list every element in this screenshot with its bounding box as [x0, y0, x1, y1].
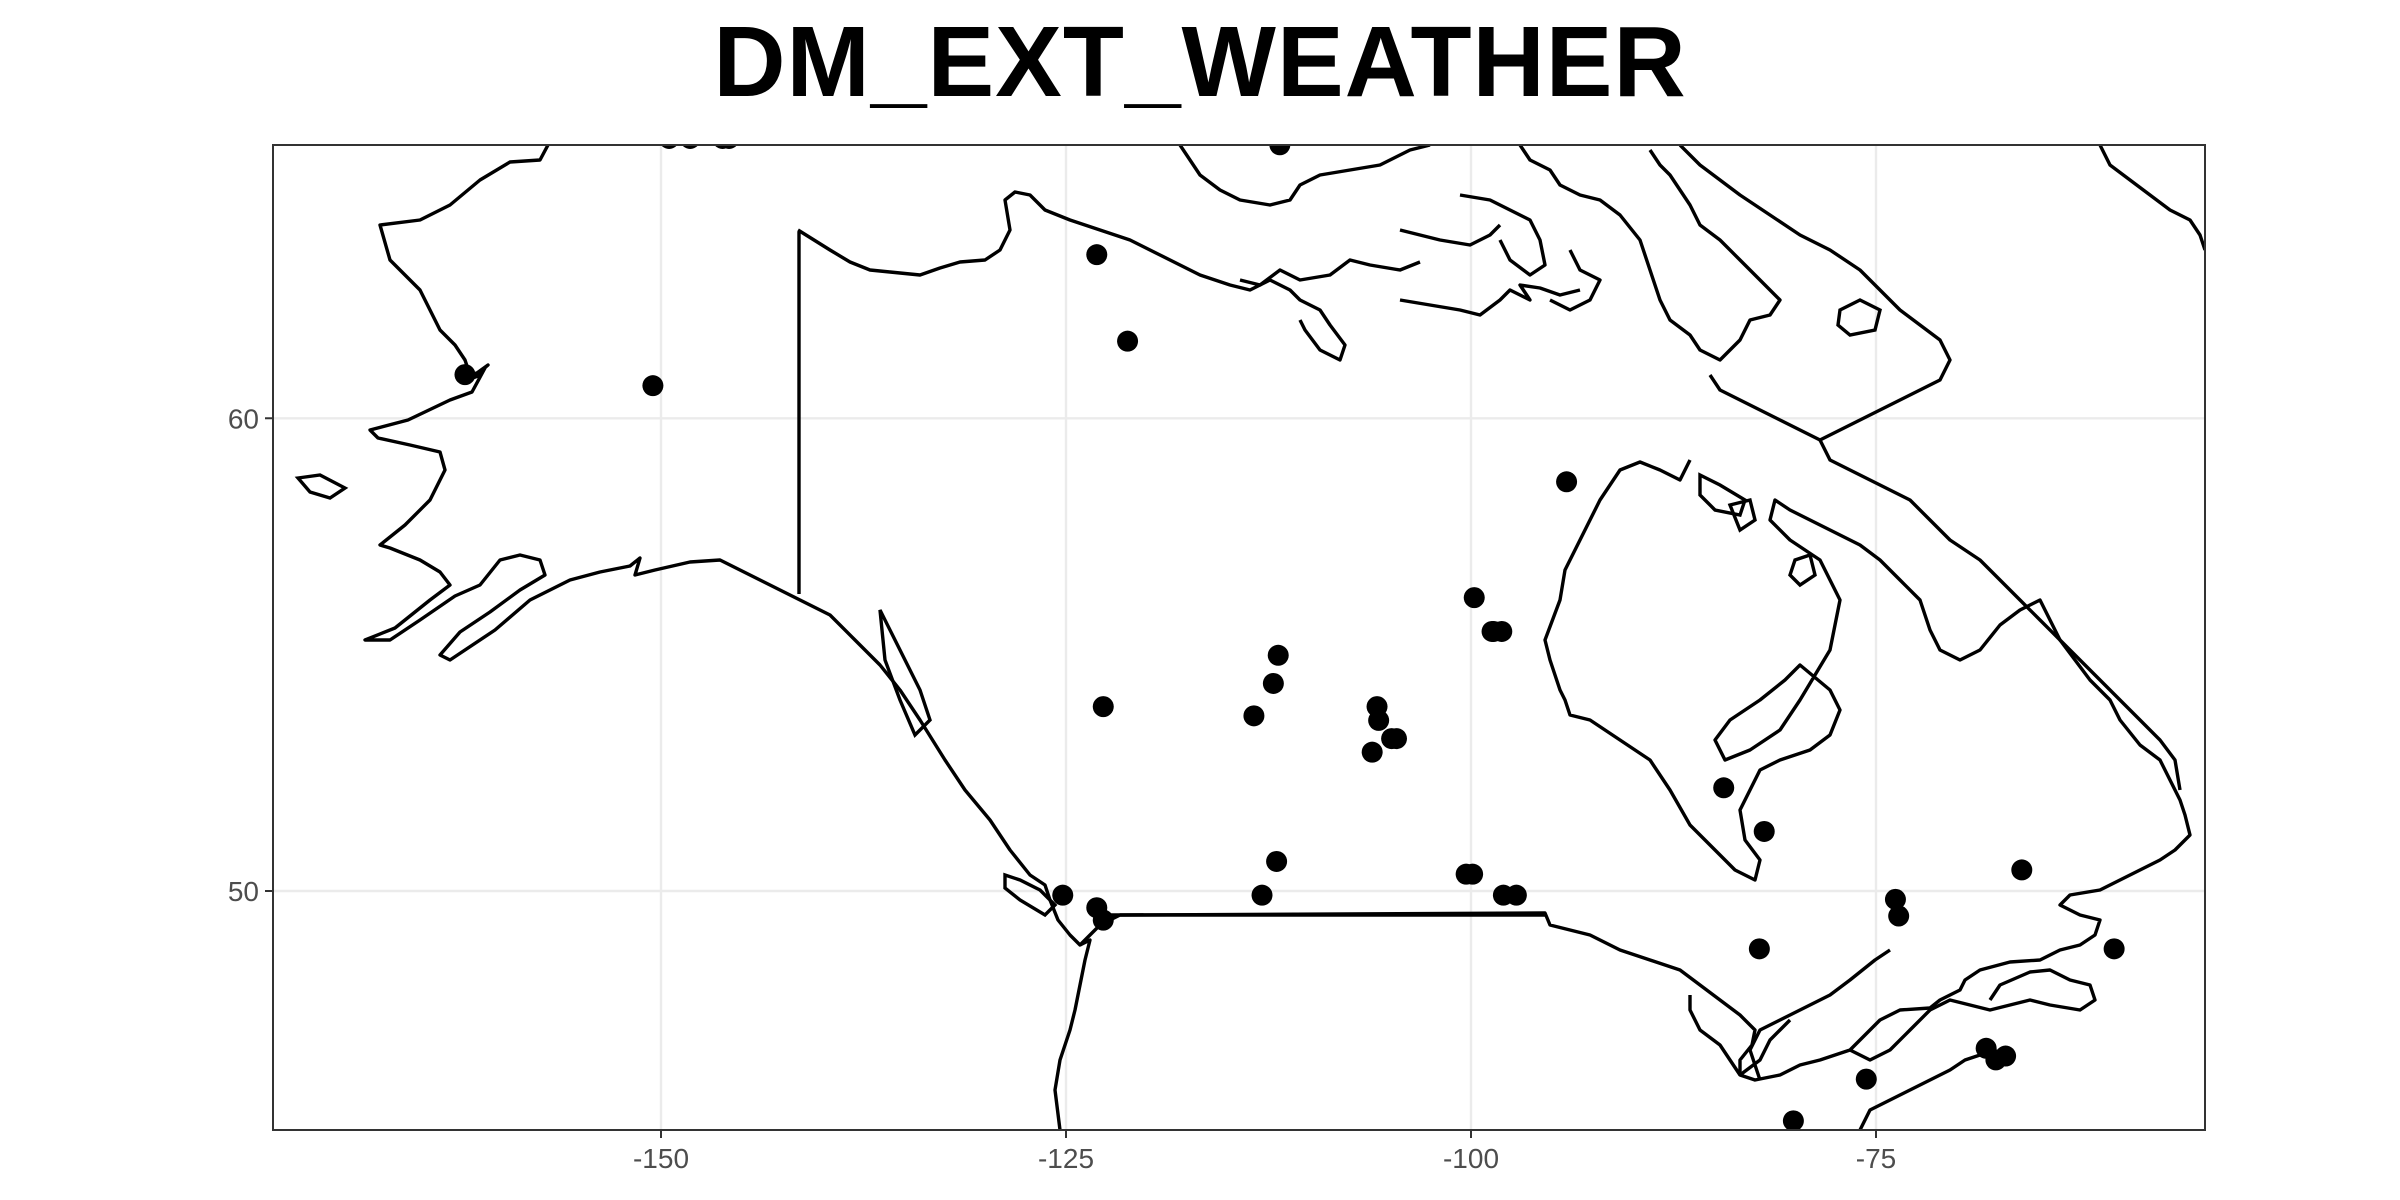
island-outline-3: [878, 609, 932, 738]
station-point: [1462, 863, 1484, 885]
station-point: [685, 122, 706, 143]
station-point: [1775, 1151, 1796, 1172]
island-outline-1: [294, 473, 349, 500]
y-axis: 40506070: [228, 403, 273, 907]
y-tick-label: 60: [228, 403, 259, 434]
station-point: [1483, 620, 1505, 642]
station-point: [1361, 741, 1383, 763]
x-tick-label: -75: [1856, 1143, 1896, 1174]
lake-outline-2: [1698, 472, 1748, 517]
station-point: [1556, 471, 1578, 493]
station-point: [2103, 938, 2125, 960]
plot-panel-background: [273, 145, 2205, 1130]
station-point: [1269, 145, 1291, 156]
station-point: [1782, 1110, 1804, 1130]
lake-outline-1: [1836, 298, 1882, 337]
coastline-arctic-islands: [1178, 145, 1952, 442]
station-point: [1463, 587, 1485, 609]
x-tick-label: -150: [633, 1143, 689, 1174]
x-axis: -150 -125 -100 -75: [633, 1130, 1896, 1174]
station-point: [1385, 728, 1407, 750]
coastline-arctic: [797, 190, 1581, 362]
station-point: [446, 115, 467, 136]
station-point: [1855, 1068, 1877, 1090]
island-outline-2: [1788, 552, 1817, 588]
island-outline-4: [1003, 872, 1058, 918]
station-point: [689, 102, 710, 123]
coastline-quebec-labrador: [1818, 439, 2182, 791]
coastline-hudson-bay: [1078, 459, 2192, 1082]
station-point: [1117, 330, 1139, 352]
coastline-greenland-edge: [2098, 145, 2205, 251]
station-point: [1092, 696, 1114, 718]
station-point: [673, 90, 694, 111]
map-title: DM_EXT_WEATHER: [713, 6, 1687, 118]
y-tick-label: 50: [228, 876, 259, 907]
x-tick-label: -100: [1443, 1143, 1499, 1174]
station-point: [1784, 1129, 1793, 1130]
station-point: [1713, 777, 1735, 799]
station-point: [1995, 1045, 2017, 1067]
station-point: [1243, 705, 1265, 727]
station-point: [2011, 859, 2033, 881]
x-tick-label: -125: [1038, 1143, 1094, 1174]
station-point: [1266, 850, 1288, 872]
station-point: [1086, 244, 1108, 266]
station-point: [1748, 938, 1770, 960]
station-point: [1262, 672, 1284, 694]
plot-panel-border: [272, 144, 2206, 1131]
station-point: [642, 375, 664, 397]
station-point: [1492, 884, 1514, 906]
station-point: [1052, 884, 1074, 906]
station-point: [1267, 644, 1289, 666]
station-point: [659, 10, 680, 31]
station-point: [1884, 888, 1906, 910]
station-point: [1251, 884, 1273, 906]
station-point: [454, 364, 476, 386]
station-points: [446, 10, 2125, 1172]
lake-outline-3: [1727, 497, 1757, 533]
station-point: [1753, 820, 1775, 842]
coastline-mainland: [363, 145, 1092, 1130]
station-point: [1092, 909, 1114, 931]
station-point: [1888, 905, 1910, 927]
station-point: [1368, 709, 1390, 731]
coastline-maritimes: [1849, 968, 2097, 1130]
coastline-layer: [294, 145, 2205, 1130]
coastline-great-lakes: [1688, 948, 1891, 1081]
